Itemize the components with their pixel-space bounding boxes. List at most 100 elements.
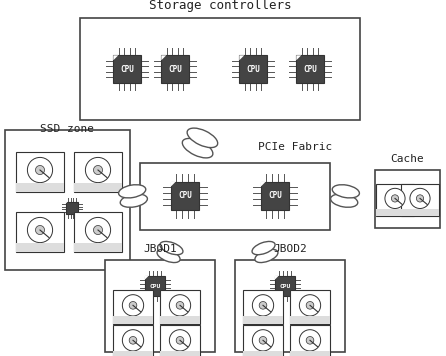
- FancyBboxPatch shape: [140, 163, 330, 230]
- Text: CPU: CPU: [279, 283, 291, 288]
- Text: JBOD2: JBOD2: [273, 244, 307, 254]
- Polygon shape: [113, 55, 118, 60]
- Circle shape: [129, 302, 137, 309]
- Ellipse shape: [255, 249, 278, 262]
- Bar: [290, 316, 330, 324]
- Polygon shape: [161, 55, 166, 60]
- Circle shape: [85, 157, 111, 183]
- Polygon shape: [66, 201, 68, 204]
- Circle shape: [252, 330, 274, 351]
- FancyBboxPatch shape: [160, 325, 200, 356]
- Ellipse shape: [119, 185, 146, 198]
- Circle shape: [252, 295, 274, 316]
- Bar: [243, 351, 283, 356]
- Circle shape: [169, 295, 190, 316]
- Polygon shape: [145, 276, 149, 279]
- FancyBboxPatch shape: [401, 184, 439, 216]
- FancyBboxPatch shape: [145, 276, 165, 296]
- Text: Cache: Cache: [390, 154, 424, 164]
- Polygon shape: [260, 182, 266, 187]
- Circle shape: [392, 195, 399, 202]
- Text: CPU: CPU: [149, 283, 161, 288]
- Polygon shape: [275, 276, 279, 279]
- FancyBboxPatch shape: [161, 55, 189, 83]
- Ellipse shape: [157, 249, 180, 262]
- Bar: [113, 316, 153, 324]
- Text: CPU: CPU: [120, 64, 134, 73]
- FancyBboxPatch shape: [296, 55, 324, 83]
- Circle shape: [410, 188, 430, 209]
- Bar: [74, 183, 122, 192]
- Text: CPU: CPU: [246, 64, 260, 73]
- FancyBboxPatch shape: [171, 182, 199, 210]
- Bar: [401, 209, 439, 216]
- Circle shape: [27, 157, 53, 183]
- FancyBboxPatch shape: [113, 325, 153, 356]
- Circle shape: [36, 166, 45, 174]
- Bar: [113, 351, 153, 356]
- Text: SSD zone: SSD zone: [40, 124, 94, 134]
- Circle shape: [27, 218, 53, 243]
- Circle shape: [417, 195, 424, 202]
- Circle shape: [299, 330, 321, 351]
- FancyBboxPatch shape: [113, 290, 153, 324]
- Polygon shape: [240, 55, 244, 60]
- Ellipse shape: [252, 241, 275, 255]
- Circle shape: [306, 302, 314, 309]
- Circle shape: [94, 225, 103, 235]
- FancyBboxPatch shape: [375, 170, 440, 228]
- FancyBboxPatch shape: [235, 260, 345, 352]
- Circle shape: [85, 218, 111, 243]
- Circle shape: [176, 302, 184, 309]
- Ellipse shape: [330, 194, 358, 207]
- Circle shape: [385, 188, 405, 209]
- Circle shape: [299, 295, 321, 316]
- Text: CPU: CPU: [268, 192, 282, 200]
- Bar: [243, 316, 283, 324]
- FancyBboxPatch shape: [66, 201, 78, 214]
- Circle shape: [259, 336, 267, 344]
- Bar: [17, 183, 64, 192]
- Ellipse shape: [332, 185, 359, 198]
- FancyBboxPatch shape: [74, 212, 122, 252]
- FancyBboxPatch shape: [74, 152, 122, 192]
- FancyBboxPatch shape: [5, 130, 130, 270]
- Text: PCIe Fabric: PCIe Fabric: [258, 142, 332, 152]
- Ellipse shape: [182, 138, 213, 158]
- Circle shape: [36, 225, 45, 235]
- Circle shape: [122, 330, 144, 351]
- Ellipse shape: [160, 241, 183, 255]
- FancyBboxPatch shape: [290, 290, 330, 324]
- Circle shape: [169, 330, 190, 351]
- Bar: [290, 351, 330, 356]
- Circle shape: [122, 295, 144, 316]
- Circle shape: [94, 166, 103, 174]
- FancyBboxPatch shape: [240, 55, 267, 83]
- Bar: [17, 243, 64, 252]
- FancyBboxPatch shape: [17, 152, 64, 192]
- Text: Storage controllers: Storage controllers: [149, 0, 291, 12]
- Bar: [160, 316, 200, 324]
- Bar: [376, 209, 414, 216]
- Bar: [160, 351, 200, 356]
- FancyBboxPatch shape: [105, 260, 215, 352]
- Text: JBOD1: JBOD1: [143, 244, 177, 254]
- Circle shape: [259, 302, 267, 309]
- Text: CPU: CPU: [303, 64, 317, 73]
- Polygon shape: [171, 182, 176, 187]
- Text: CPU: CPU: [168, 64, 182, 73]
- FancyBboxPatch shape: [275, 276, 295, 296]
- FancyBboxPatch shape: [160, 290, 200, 324]
- Text: CPU: CPU: [178, 192, 192, 200]
- FancyBboxPatch shape: [376, 184, 414, 216]
- FancyBboxPatch shape: [80, 18, 360, 120]
- Ellipse shape: [120, 194, 148, 207]
- FancyBboxPatch shape: [113, 55, 140, 83]
- Ellipse shape: [187, 128, 218, 148]
- FancyBboxPatch shape: [290, 325, 330, 356]
- FancyBboxPatch shape: [243, 290, 283, 324]
- FancyBboxPatch shape: [17, 212, 64, 252]
- FancyBboxPatch shape: [243, 325, 283, 356]
- Circle shape: [129, 336, 137, 344]
- Circle shape: [176, 336, 184, 344]
